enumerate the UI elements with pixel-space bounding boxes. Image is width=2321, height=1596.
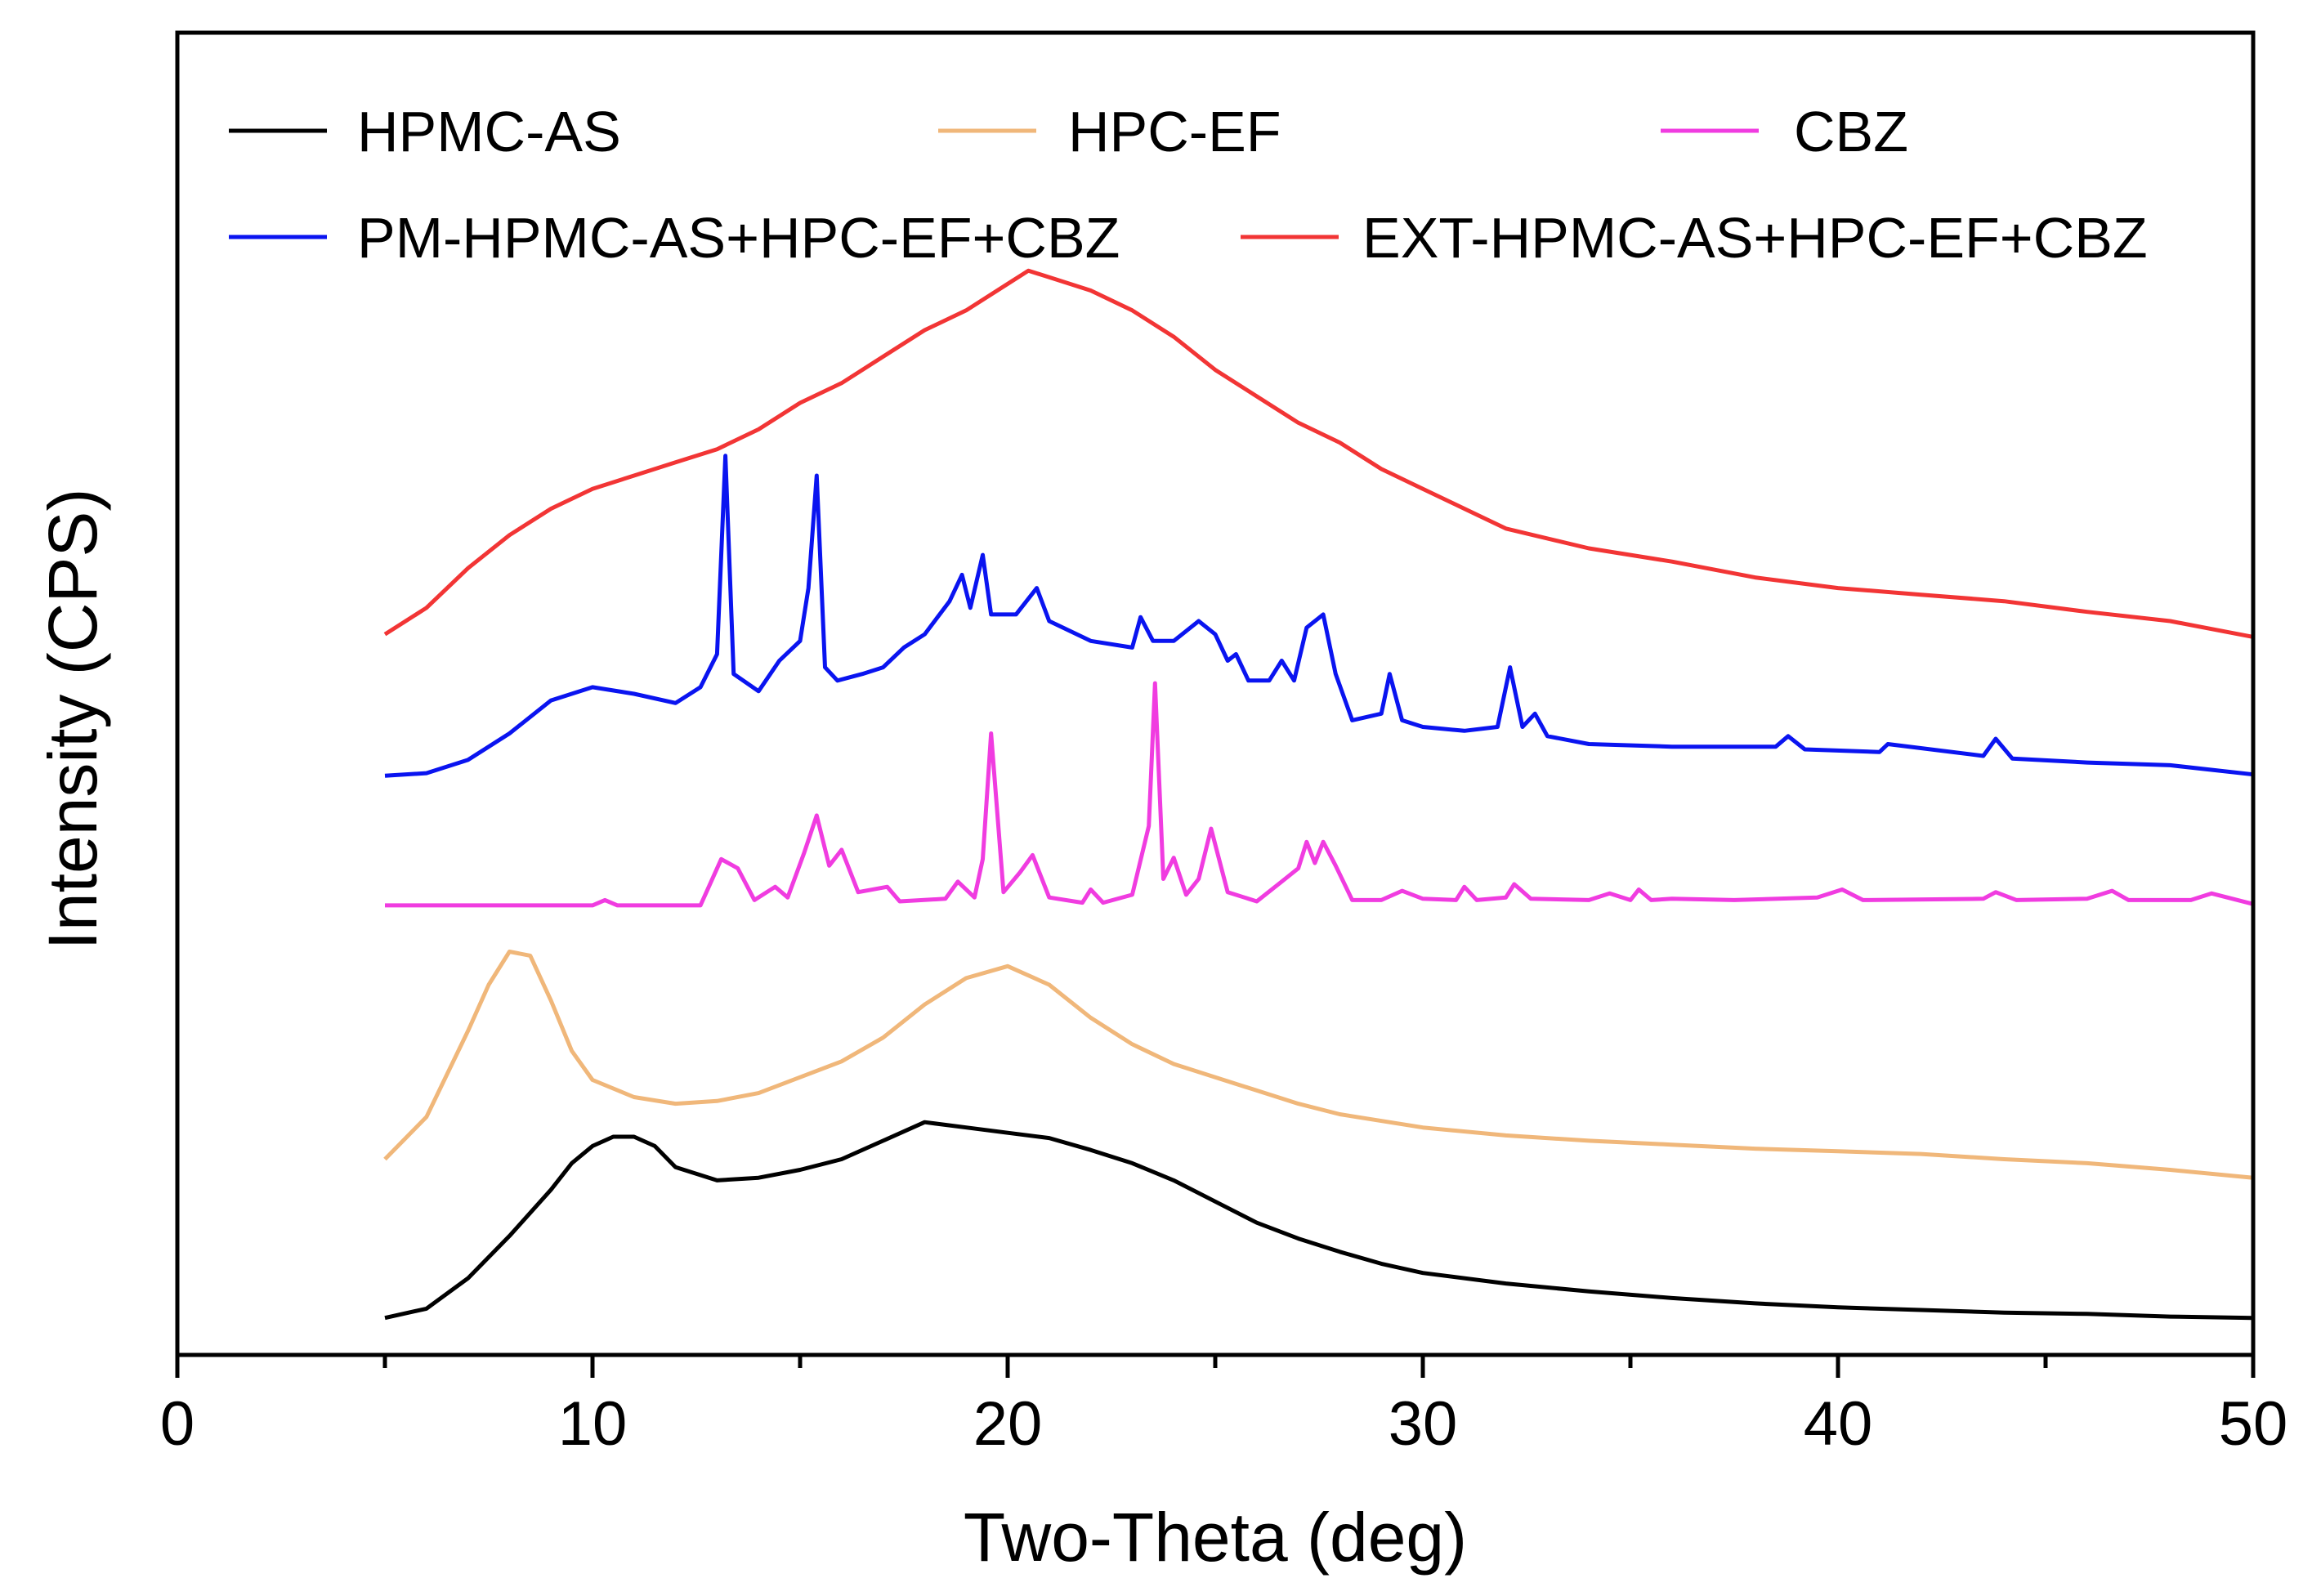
legend: HPMC-AS HPC-EF CBZ PM-HPMC-AS+HPC-EF+CBZ… — [229, 100, 2148, 270]
y-axis-title: Intensity (CPS) — [34, 489, 111, 950]
series-line-hpc-ef — [383, 950, 2254, 1180]
series-line-hpmc-as — [384, 1120, 2254, 1321]
series-line-pm-hpmc-as-hpc-ef-cbz — [384, 454, 2254, 778]
x-axis-title: Two-Theta (deg) — [964, 1499, 1467, 1576]
x-tick-label-30: 30 — [1389, 1389, 1458, 1459]
legend-label-cbz: CBZ — [1794, 100, 1908, 163]
x-tick-label-10: 10 — [558, 1389, 628, 1459]
x-tick-label-50: 50 — [2219, 1389, 2288, 1459]
legend-label-hpmc-as: HPMC-AS — [357, 100, 621, 163]
legend-entry-hpmc-as: HPMC-AS — [229, 100, 621, 163]
x-tick-label-40: 40 — [1804, 1389, 1873, 1459]
legend-label-hpc-ef: HPC-EF — [1068, 100, 1281, 163]
legend-entry-cbz: CBZ — [1661, 100, 1908, 163]
series-line-cbz — [385, 681, 2254, 908]
legend-label-ext: EXT-HPMC-AS+HPC-EF+CBZ — [1362, 206, 2148, 270]
series-layer — [383, 268, 2254, 1321]
legend-entry-ext: EXT-HPMC-AS+HPC-EF+CBZ — [1241, 206, 2148, 270]
x-axis-ticks: 0 10 20 30 40 50 — [160, 1355, 2287, 1459]
x-tick-label-20: 20 — [973, 1389, 1043, 1459]
legend-entry-pm: PM-HPMC-AS+HPC-EF+CBZ — [229, 206, 1120, 270]
series-line-ext-hpmc-as-hpc-ef-cbz — [383, 268, 2254, 639]
legend-entry-hpc-ef: HPC-EF — [938, 100, 1281, 163]
legend-label-pm: PM-HPMC-AS+HPC-EF+CBZ — [357, 206, 1120, 270]
x-tick-label-0: 0 — [160, 1389, 195, 1459]
